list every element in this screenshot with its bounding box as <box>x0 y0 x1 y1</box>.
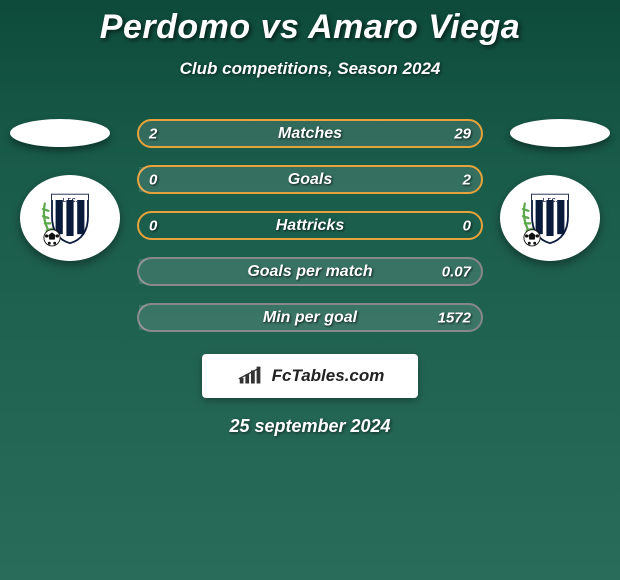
stat-row: Min per goal 1572 <box>137 303 483 332</box>
stat-value-left: 2 <box>149 125 157 142</box>
player-right-marker <box>510 119 610 147</box>
team-badge-right: L.F.C. <box>500 175 600 261</box>
team-badge-left: L.F.C. <box>20 175 120 261</box>
shield-icon: L.F.C. <box>514 182 586 254</box>
player-left-marker <box>10 119 110 147</box>
stat-value-left: 0 <box>149 171 157 188</box>
snapshot-date: 25 september 2024 <box>0 416 620 437</box>
stats-area: L.F.C. L.F.C. 2 Matches <box>0 119 620 437</box>
stat-value-right: 1572 <box>438 309 471 326</box>
stat-label: Min per goal <box>263 309 357 327</box>
stat-row: 2 Matches 29 <box>137 119 483 148</box>
stat-label: Hattricks <box>276 217 344 235</box>
svg-text:L.F.C.: L.F.C. <box>543 198 558 204</box>
svg-text:L.F.C.: L.F.C. <box>63 198 78 204</box>
stat-label: Matches <box>278 125 342 143</box>
comparison-title: Perdomo vs Amaro Viega <box>0 0 620 47</box>
stat-label: Goals <box>288 171 332 189</box>
stat-row: 0 Goals 2 <box>137 165 483 194</box>
stat-value-right: 29 <box>454 125 471 142</box>
shield-icon: L.F.C. <box>34 182 106 254</box>
stat-value-right: 2 <box>463 171 471 188</box>
stat-label: Goals per match <box>247 263 372 281</box>
bar-chart-icon <box>236 364 266 388</box>
stat-row: Goals per match 0.07 <box>137 257 483 286</box>
stat-value-left: 0 <box>149 217 157 234</box>
attribution-text: FcTables.com <box>272 366 385 386</box>
attribution-badge[interactable]: FcTables.com <box>202 354 418 398</box>
stat-row: 0 Hattricks 0 <box>137 211 483 240</box>
stat-value-right: 0.07 <box>442 263 471 280</box>
stat-bars: 2 Matches 29 0 Goals 2 0 Hattricks 0 Goa… <box>137 119 483 332</box>
comparison-subtitle: Club competitions, Season 2024 <box>0 59 620 79</box>
stat-value-right: 0 <box>463 217 471 234</box>
